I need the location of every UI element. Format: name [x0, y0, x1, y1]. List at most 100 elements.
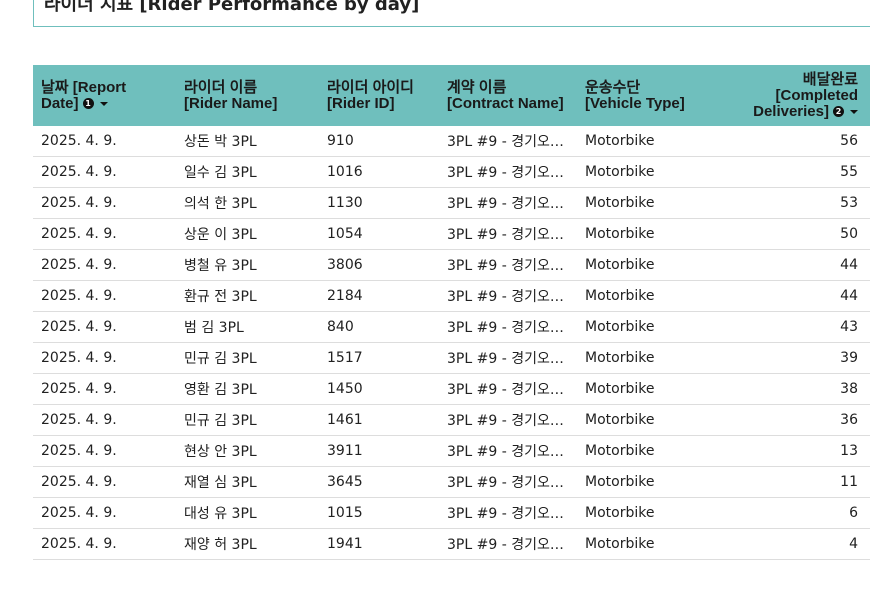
column-header-report-date[interactable]: 날짜 [Report Date] 1 — [33, 65, 176, 126]
cell-vehicle-type: Motorbike — [585, 474, 655, 490]
cell-completed-deliveries: 13 — [840, 443, 858, 459]
cell-contract-name: 3PL #9 - 경기오산센터 — [447, 165, 577, 181]
cell-rider-id: 1130 — [327, 195, 363, 211]
cell-rider-name: 환규 전 3PL — [184, 289, 257, 305]
cell-rider-id: 2184 — [327, 288, 363, 304]
column-header-label: 계약 이름 [Contract Name] — [447, 78, 564, 112]
column-header-line: 계약 이름 — [447, 78, 564, 96]
cell-vehicle-type: Motorbike — [585, 350, 655, 366]
cell-report-date: 2025. 4. 9. — [41, 381, 117, 397]
column-header-text: Date] — [41, 94, 79, 112]
cell-completed-deliveries: 44 — [840, 288, 858, 304]
cell-rider-name: 병철 유 3PL — [184, 258, 257, 274]
cell-rider-name: 범 김 3PL — [184, 320, 244, 336]
cell-contract-name: 3PL #9 - 경기오산센터 — [447, 134, 577, 150]
table-row[interactable]: 2025. 4. 9. 재열 심 3PL 3645 3PL #9 - 경기오산센터 Mo… — [33, 467, 870, 498]
table-row[interactable]: 2025. 4. 9. 병철 유 3PL 3806 3PL #9 - 경기오산센터 Mo… — [33, 250, 870, 281]
column-header-line: 라이더 이름 — [184, 78, 277, 96]
cell-vehicle-type: Motorbike — [585, 133, 655, 149]
column-header-text: 운송수단 — [585, 78, 641, 96]
cell-rider-name: 민규 김 3PL — [184, 413, 257, 429]
table-row[interactable]: 2025. 4. 9. 범 김 3PL 840 3PL #9 - 경기오산센터 Moto… — [33, 312, 870, 343]
cell-vehicle-type: Motorbike — [585, 288, 655, 304]
cell-rider-id: 1941 — [327, 536, 363, 552]
cell-rider-id: 840 — [327, 319, 354, 335]
cell-rider-id: 1461 — [327, 412, 363, 428]
cell-contract-name: 3PL #9 - 경기오산센터 — [447, 506, 577, 522]
cell-contract-name: 3PL #9 - 경기오산센터 — [447, 289, 577, 305]
column-header-text: [Rider Name] — [184, 94, 278, 112]
cell-report-date: 2025. 4. 9. — [41, 350, 117, 366]
table-row[interactable]: 2025. 4. 9. 대성 유 3PL 1015 3PL #9 - 경기오산센터 Mo… — [33, 498, 870, 529]
cell-report-date: 2025. 4. 9. — [41, 133, 117, 149]
sort-caret-down-icon[interactable] — [99, 101, 108, 106]
cell-contract-name: 3PL #9 - 경기오산센터 — [447, 413, 577, 429]
cell-contract-name: 3PL #9 - 경기오산센터 — [447, 320, 577, 336]
table-row[interactable]: 2025. 4. 9. 일수 김 3PL 1016 3PL #9 - 경기오산센터 Mo… — [33, 157, 870, 188]
table-row[interactable]: 2025. 4. 9. 현상 안 3PL 3911 3PL #9 - 경기오산센터 Mo… — [33, 436, 870, 467]
column-header-text: 라이더 아이디 — [327, 78, 414, 96]
cell-completed-deliveries: 39 — [840, 350, 858, 366]
table-row[interactable]: 2025. 4. 9. 환규 전 3PL 2184 3PL #9 - 경기오산센터 Mo… — [33, 281, 870, 312]
cell-rider-id: 910 — [327, 133, 354, 149]
cell-rider-name: 상운 이 3PL — [184, 227, 257, 243]
cell-report-date: 2025. 4. 9. — [41, 412, 117, 428]
column-header-label: 배달완료 [Completed Deliveries] 2 — [753, 70, 859, 120]
column-header-text: [Rider ID] — [327, 94, 395, 112]
column-header-text: [Vehicle Type] — [585, 94, 685, 112]
column-header-text: 라이더 이름 — [184, 78, 258, 96]
cell-vehicle-type: Motorbike — [585, 443, 655, 459]
sort-caret-down-icon[interactable] — [850, 109, 858, 114]
column-header-text: 계약 이름 — [447, 78, 507, 96]
table-row[interactable]: 2025. 4. 9. 상돈 박 3PL 910 3PL #9 - 경기오산센터 Mot… — [33, 126, 870, 157]
cell-vehicle-type: Motorbike — [585, 164, 655, 180]
cell-completed-deliveries: 4 — [849, 536, 858, 552]
cell-vehicle-type: Motorbike — [585, 195, 655, 211]
table-row[interactable]: 2025. 4. 9. 재양 허 3PL 1941 3PL #9 - 경기오산센터 Mo… — [33, 529, 870, 560]
cell-report-date: 2025. 4. 9. — [41, 474, 117, 490]
cell-contract-name: 3PL #9 - 경기오산센터 — [447, 258, 577, 274]
cell-rider-id: 1016 — [327, 164, 363, 180]
cell-report-date: 2025. 4. 9. — [41, 319, 117, 335]
cell-contract-name: 3PL #9 - 경기오산센터 — [447, 196, 577, 212]
cell-completed-deliveries: 43 — [840, 319, 858, 335]
table-body: 2025. 4. 9. 상돈 박 3PL 910 3PL #9 - 경기오산센터 Mot… — [33, 126, 870, 560]
sort-order-badge: 1 — [82, 98, 94, 110]
cell-contract-name: 3PL #9 - 경기오산센터 — [447, 444, 577, 460]
cell-rider-name: 재양 허 3PL — [184, 537, 257, 553]
cell-contract-name: 3PL #9 - 경기오산센터 — [447, 351, 577, 367]
cell-vehicle-type: Motorbike — [585, 319, 655, 335]
table-row[interactable]: 2025. 4. 9. 민규 김 3PL 1461 3PL #9 - 경기오산센터 Mo… — [33, 405, 870, 436]
table-row[interactable]: 2025. 4. 9. 민규 김 3PL 1517 3PL #9 - 경기오산센터 Mo… — [33, 343, 870, 374]
cell-completed-deliveries: 53 — [840, 195, 858, 211]
cell-report-date: 2025. 4. 9. — [41, 505, 117, 521]
column-header-completed-deliveries[interactable]: 배달완료 [Completed Deliveries] 2 — [727, 65, 870, 126]
column-header-line: [Contract Name] — [447, 94, 564, 112]
column-header-text: [Completed — [775, 86, 859, 104]
cell-report-date: 2025. 4. 9. — [41, 288, 117, 304]
cell-vehicle-type: Motorbike — [585, 381, 655, 397]
column-header-text: [Contract Name] — [447, 94, 564, 112]
column-header-label: 라이더 아이디 [Rider ID] — [327, 78, 414, 112]
sort-order-badge: 2 — [833, 106, 844, 118]
cell-contract-name: 3PL #9 - 경기오산센터 — [447, 382, 577, 398]
column-header-line: 라이더 아이디 — [327, 78, 414, 96]
cell-rider-id: 1517 — [327, 350, 363, 366]
cell-rider-name: 의석 한 3PL — [184, 196, 257, 212]
table-row[interactable]: 2025. 4. 9. 상운 이 3PL 1054 3PL #9 - 경기오산센터 Mo… — [33, 219, 870, 250]
cell-completed-deliveries: 50 — [840, 226, 858, 242]
column-header-text: Deliveries] — [753, 102, 829, 120]
column-header-line: Date] 1 — [41, 94, 126, 112]
cell-report-date: 2025. 4. 9. — [41, 536, 117, 552]
cell-vehicle-type: Motorbike — [585, 226, 655, 242]
rider-performance-table: 날짜 [Report Date] 1 라이더 이름 [Rider Name] 라이더 아이… — [33, 65, 870, 560]
column-header-line: 배달완료 — [753, 70, 858, 88]
column-header-contract-name: 계약 이름 [Contract Name] — [439, 65, 577, 126]
column-header-text: 배달완료 — [802, 70, 858, 88]
table-header: 날짜 [Report Date] 1 라이더 이름 [Rider Name] 라이더 아이… — [33, 65, 870, 126]
cell-completed-deliveries: 38 — [840, 381, 858, 397]
table-row[interactable]: 2025. 4. 9. 영환 김 3PL 1450 3PL #9 - 경기오산센터 Mo… — [33, 374, 870, 405]
table-row[interactable]: 2025. 4. 9. 의석 한 3PL 1130 3PL #9 - 경기오산센터 Mo… — [33, 188, 870, 219]
cell-rider-name: 민규 김 3PL — [184, 351, 257, 367]
cell-report-date: 2025. 4. 9. — [41, 195, 117, 211]
